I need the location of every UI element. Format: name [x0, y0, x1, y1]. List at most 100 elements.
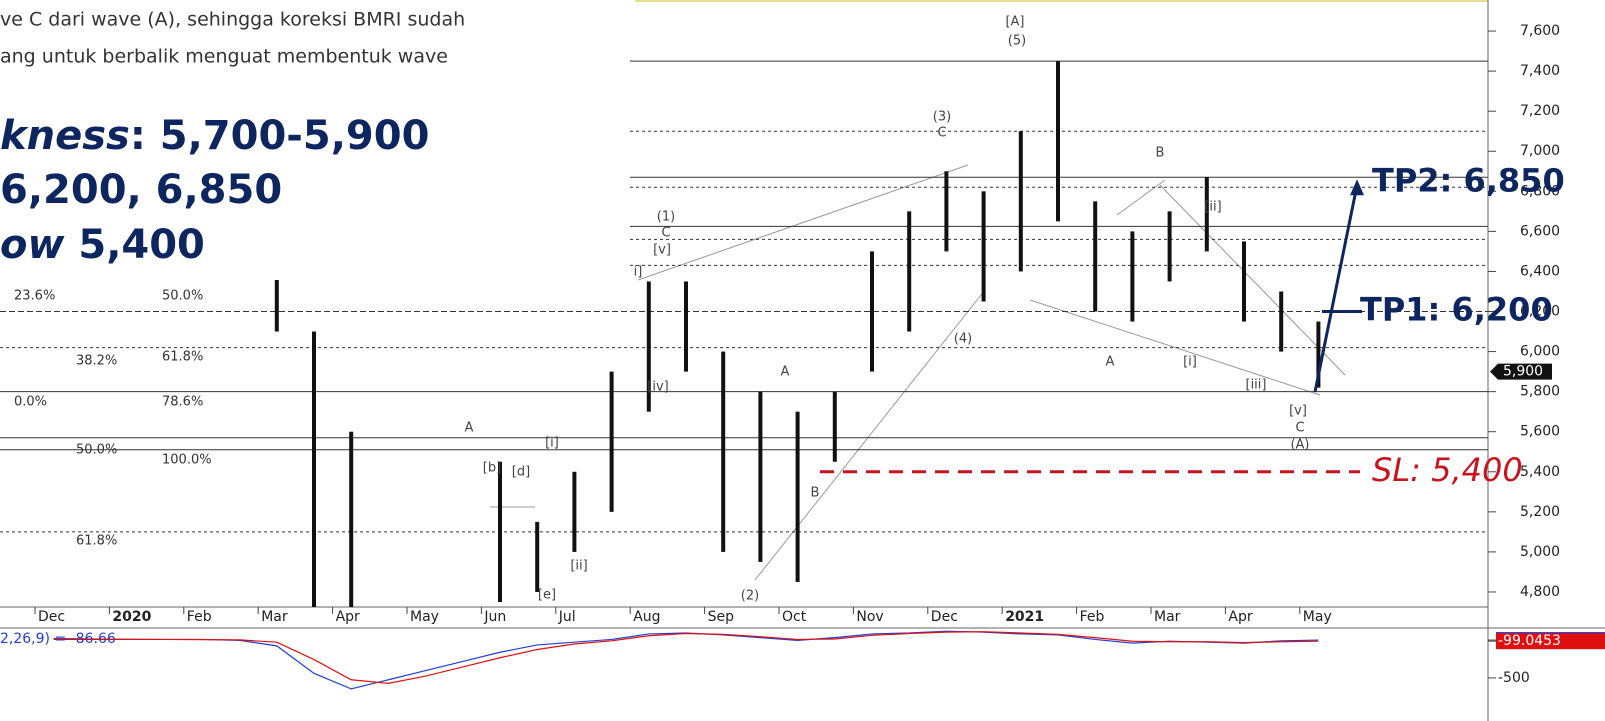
- wave-label: [v]: [653, 243, 671, 258]
- headline-italic: ow: [0, 222, 65, 268]
- y-tick-label: 7,200: [1520, 103, 1560, 119]
- macd-tick-label: -99.0453: [1498, 633, 1561, 649]
- fib-label: 78.6%: [162, 395, 203, 410]
- wave-label: [i]: [1183, 355, 1197, 370]
- y-tick-label: 6,000: [1520, 344, 1560, 360]
- x-tick-label: Mar: [261, 609, 288, 625]
- wave-label: A: [465, 421, 474, 436]
- last-price-tag: [1490, 363, 1552, 380]
- price-bar: [981, 191, 986, 302]
- wave-label: [A]: [1005, 15, 1024, 30]
- x-tick-label: Feb: [1080, 609, 1105, 625]
- y-tick-label: 5,800: [1520, 384, 1560, 400]
- x-tick-label: Oct: [782, 609, 807, 625]
- wave-label: A: [1106, 355, 1115, 370]
- x-tick-label: Apr: [336, 609, 360, 625]
- wave-label: [iv]: [647, 380, 668, 395]
- wave-label: (4): [954, 332, 972, 347]
- x-tick-label: Apr: [1228, 609, 1252, 625]
- price-bar: [1018, 131, 1023, 272]
- price-bar: [870, 251, 874, 372]
- price-bar: [1093, 201, 1098, 312]
- target-label: TP2: 6,850: [1372, 161, 1565, 199]
- wave-label: [v]: [1289, 404, 1307, 419]
- price-bar: [312, 331, 316, 607]
- x-tick-label: Jun: [483, 609, 506, 625]
- price-bar: [944, 171, 949, 252]
- wave-label: [d]: [512, 465, 530, 480]
- x-tick-label: Sep: [708, 609, 735, 625]
- price-bar: [795, 411, 800, 582]
- x-tick-label: Dec: [931, 609, 958, 625]
- wave-label: (2): [741, 589, 759, 604]
- wave-label: [ii]: [1204, 200, 1221, 215]
- text-line: ve C dari wave (A), sehingga koreksi BMR…: [0, 9, 465, 31]
- y-tick-label: 5,600: [1520, 424, 1560, 440]
- macd-tick-label: -500: [1498, 670, 1530, 686]
- price-bar: [535, 521, 540, 592]
- x-tick-label: Feb: [187, 609, 212, 625]
- price-bar: [832, 391, 837, 462]
- text-line: ang untuk berbalik menguat membentuk wav…: [0, 46, 448, 68]
- headline: kness: 5,700-5,900: [0, 113, 429, 159]
- text-backdrop: [0, 0, 630, 280]
- price-bar: [1242, 241, 1246, 322]
- x-tick-label: Nov: [856, 609, 883, 625]
- wave-label: [b]: [483, 461, 501, 476]
- y-tick-label: 5,400: [1520, 464, 1560, 480]
- price-bar: [1316, 321, 1321, 388]
- price-bar: [1130, 231, 1135, 322]
- wave-label: [i]: [545, 436, 559, 451]
- price-bar: [1056, 61, 1060, 222]
- macd-tag: [1496, 633, 1605, 650]
- wave-label: B: [1156, 146, 1165, 161]
- price-bar: [498, 461, 502, 602]
- fib-label: 61.8%: [162, 350, 203, 365]
- price-bar: [684, 281, 688, 372]
- price-bar: [721, 351, 726, 552]
- fib-label: 38.2%: [76, 354, 117, 369]
- x-tick-label: 2020: [112, 609, 151, 625]
- headline: ow 5,400: [0, 222, 205, 268]
- stop-loss-label: SL: 5,400: [1372, 451, 1523, 489]
- x-tick-label: Mar: [1154, 609, 1181, 625]
- headline-text: : 5,700-5,900: [130, 113, 430, 159]
- fib-label: 100.0%: [162, 453, 212, 468]
- y-tick-label: 6,400: [1520, 263, 1560, 279]
- y-tick-label: 7,000: [1520, 143, 1560, 159]
- y-tick-label: 7,400: [1520, 63, 1560, 79]
- x-tick-label: Aug: [633, 609, 660, 625]
- headline-text: 5,400: [64, 222, 204, 268]
- last-price-label: 5,900: [1503, 364, 1543, 380]
- y-tick-label: 5,000: [1520, 544, 1560, 560]
- price-bar: [349, 431, 354, 607]
- price-bar: [1204, 177, 1209, 252]
- arrow-head: [1350, 179, 1364, 196]
- x-tick-label: Dec: [38, 609, 65, 625]
- wave-label: A: [781, 365, 790, 380]
- macd-line: [53, 631, 1319, 685]
- fib-label: 61.8%: [76, 534, 117, 549]
- x-tick-label: May: [410, 609, 439, 625]
- price-bar: [1279, 291, 1284, 352]
- price-bar: [274, 271, 279, 332]
- y-tick-label: 7,600: [1520, 23, 1560, 39]
- wave-label: (3): [933, 110, 951, 125]
- price-bar: [1167, 211, 1172, 282]
- x-tick-label: 2021: [1005, 609, 1044, 625]
- y-tick-label: 6,600: [1520, 223, 1560, 239]
- price-bar: [758, 391, 763, 562]
- wave-label: (1): [657, 210, 675, 225]
- y-tick-label: 5,200: [1520, 504, 1560, 520]
- fib-label: 0.0%: [14, 395, 47, 410]
- wave-label: C: [1295, 421, 1304, 436]
- wave-label: (A): [1290, 438, 1309, 453]
- wave-label: B: [811, 486, 820, 501]
- wave-label: [iii]: [1246, 378, 1267, 393]
- x-tick-label: May: [1303, 609, 1332, 625]
- headline: 6,200, 6,850: [0, 167, 282, 213]
- x-tick-label: Jul: [558, 609, 576, 625]
- price-bar: [907, 211, 912, 332]
- wave-label: [e]: [538, 588, 556, 603]
